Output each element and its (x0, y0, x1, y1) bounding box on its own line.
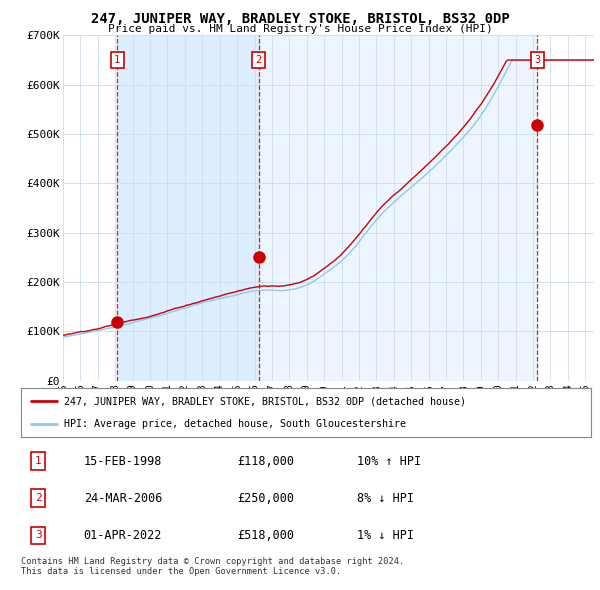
Text: 3: 3 (534, 55, 541, 65)
Text: £518,000: £518,000 (238, 529, 295, 542)
Text: 247, JUNIPER WAY, BRADLEY STOKE, BRISTOL, BS32 0DP: 247, JUNIPER WAY, BRADLEY STOKE, BRISTOL… (91, 12, 509, 26)
Text: 1% ↓ HPI: 1% ↓ HPI (357, 529, 414, 542)
Text: 01-APR-2022: 01-APR-2022 (84, 529, 162, 542)
Text: Price paid vs. HM Land Registry's House Price Index (HPI): Price paid vs. HM Land Registry's House … (107, 24, 493, 34)
Text: 24-MAR-2006: 24-MAR-2006 (84, 491, 162, 505)
Text: 3: 3 (35, 530, 41, 540)
Text: HPI: Average price, detached house, South Gloucestershire: HPI: Average price, detached house, Sout… (64, 418, 406, 428)
Text: 1: 1 (35, 456, 41, 466)
Text: 2: 2 (35, 493, 41, 503)
Bar (259, 35, 538, 381)
Text: £250,000: £250,000 (238, 491, 295, 505)
Text: 15-FEB-1998: 15-FEB-1998 (84, 454, 162, 468)
Bar (118, 35, 259, 381)
Text: £118,000: £118,000 (238, 454, 295, 468)
Text: 10% ↑ HPI: 10% ↑ HPI (357, 454, 421, 468)
Text: Contains HM Land Registry data © Crown copyright and database right 2024.
This d: Contains HM Land Registry data © Crown c… (21, 557, 404, 576)
Text: 8% ↓ HPI: 8% ↓ HPI (357, 491, 414, 505)
Text: 2: 2 (256, 55, 262, 65)
Text: 247, JUNIPER WAY, BRADLEY STOKE, BRISTOL, BS32 0DP (detached house): 247, JUNIPER WAY, BRADLEY STOKE, BRISTOL… (64, 396, 466, 407)
Text: 1: 1 (114, 55, 121, 65)
